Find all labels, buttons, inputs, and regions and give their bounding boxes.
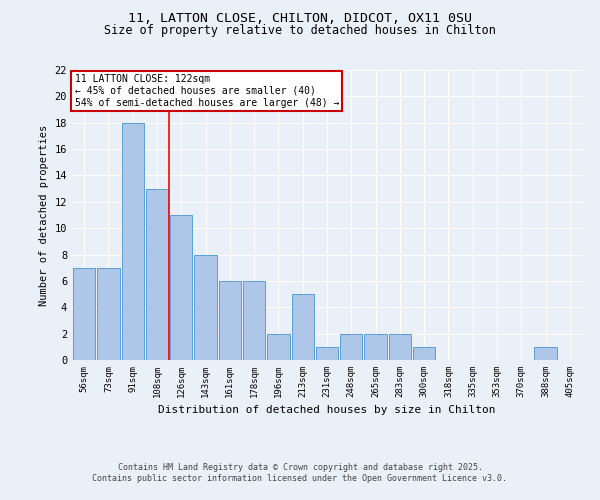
X-axis label: Distribution of detached houses by size in Chilton: Distribution of detached houses by size … [158, 406, 496, 415]
Bar [122, 122, 144, 360]
Bar [413, 347, 436, 360]
Bar [364, 334, 387, 360]
Bar [218, 281, 241, 360]
Text: 11 LATTON CLOSE: 122sqm
← 45% of detached houses are smaller (40)
54% of semi-de: 11 LATTON CLOSE: 122sqm ← 45% of detache… [74, 74, 339, 108]
Bar [194, 254, 217, 360]
Bar [389, 334, 411, 360]
Bar [535, 347, 557, 360]
Bar [243, 281, 265, 360]
Y-axis label: Number of detached properties: Number of detached properties [39, 124, 49, 306]
Text: Contains public sector information licensed under the Open Government Licence v3: Contains public sector information licen… [92, 474, 508, 483]
Bar [267, 334, 290, 360]
Bar [340, 334, 362, 360]
Bar [146, 188, 168, 360]
Text: Size of property relative to detached houses in Chilton: Size of property relative to detached ho… [104, 24, 496, 37]
Bar [97, 268, 119, 360]
Bar [170, 215, 193, 360]
Bar [73, 268, 95, 360]
Text: 11, LATTON CLOSE, CHILTON, DIDCOT, OX11 0SU: 11, LATTON CLOSE, CHILTON, DIDCOT, OX11 … [128, 12, 472, 26]
Text: Contains HM Land Registry data © Crown copyright and database right 2025.: Contains HM Land Registry data © Crown c… [118, 462, 482, 471]
Bar [292, 294, 314, 360]
Bar [316, 347, 338, 360]
